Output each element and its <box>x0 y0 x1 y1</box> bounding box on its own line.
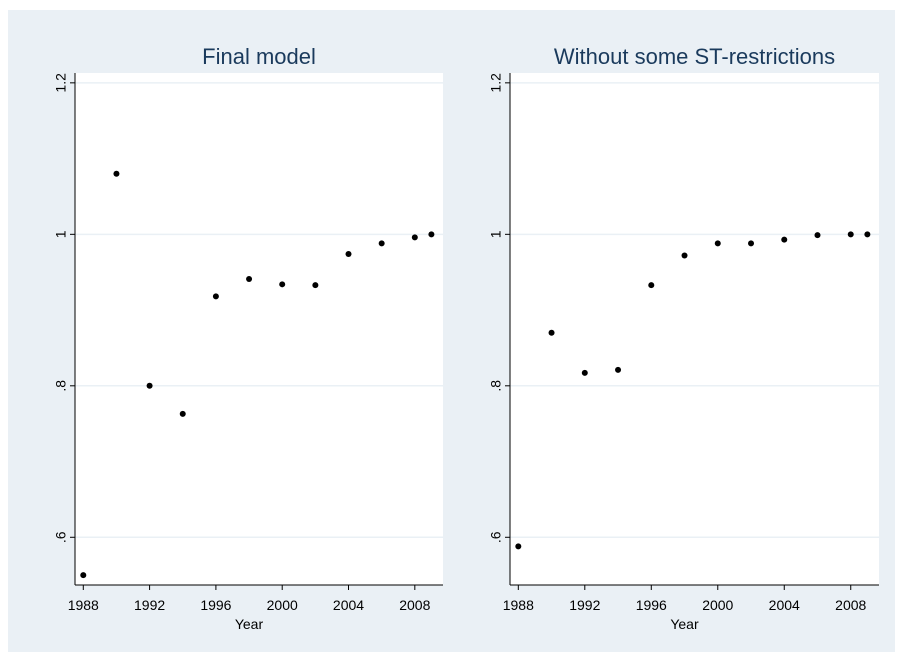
x-tick-label: 2008 <box>399 597 430 613</box>
y-tick-label: .8 <box>488 380 504 392</box>
point <box>428 231 435 238</box>
point <box>312 282 319 289</box>
point <box>847 231 854 238</box>
point <box>781 236 788 243</box>
chart-title: Final model <box>202 44 316 69</box>
x-tick-label: 1992 <box>134 597 165 613</box>
y-tick-label: 1 <box>488 230 504 238</box>
point <box>411 234 418 241</box>
point <box>548 329 555 336</box>
x-tick-label: 1988 <box>68 597 99 613</box>
point <box>113 170 120 177</box>
x-tick-label: 2000 <box>267 597 298 613</box>
y-tick-label: 1.2 <box>53 73 69 93</box>
x-tick-label: 2004 <box>769 597 800 613</box>
point <box>581 369 588 376</box>
point <box>246 276 253 283</box>
x-tick-label: 2008 <box>835 597 866 613</box>
x-tick-label: 1996 <box>636 597 667 613</box>
point <box>146 382 153 389</box>
y-tick-label: 1.2 <box>488 73 504 93</box>
point <box>681 252 688 259</box>
x-tick-label: 2000 <box>702 597 733 613</box>
point <box>515 543 522 550</box>
point <box>814 232 821 239</box>
point <box>864 231 871 238</box>
point <box>378 240 385 247</box>
x-tick-label: 1996 <box>200 597 231 613</box>
y-tick-label: .6 <box>488 531 504 543</box>
x-tick-label: 1988 <box>503 597 534 613</box>
y-tick-label: .8 <box>53 380 69 392</box>
x-tick-label: 1992 <box>569 597 600 613</box>
chart-title: Without some ST-restrictions <box>554 44 835 69</box>
y-tick-label: 1 <box>53 230 69 238</box>
point <box>179 410 186 417</box>
x-axis-label: Year <box>235 616 264 632</box>
point <box>345 251 352 258</box>
point <box>748 240 755 247</box>
point <box>80 572 87 579</box>
point <box>615 366 622 373</box>
x-axis-label: Year <box>670 616 699 632</box>
point <box>212 293 219 300</box>
y-tick-label: .6 <box>53 531 69 543</box>
x-tick-label: 2004 <box>333 597 364 613</box>
plot-area <box>510 73 879 585</box>
point <box>279 281 286 288</box>
point <box>648 282 655 289</box>
plot-area <box>75 73 443 585</box>
point <box>714 240 721 247</box>
